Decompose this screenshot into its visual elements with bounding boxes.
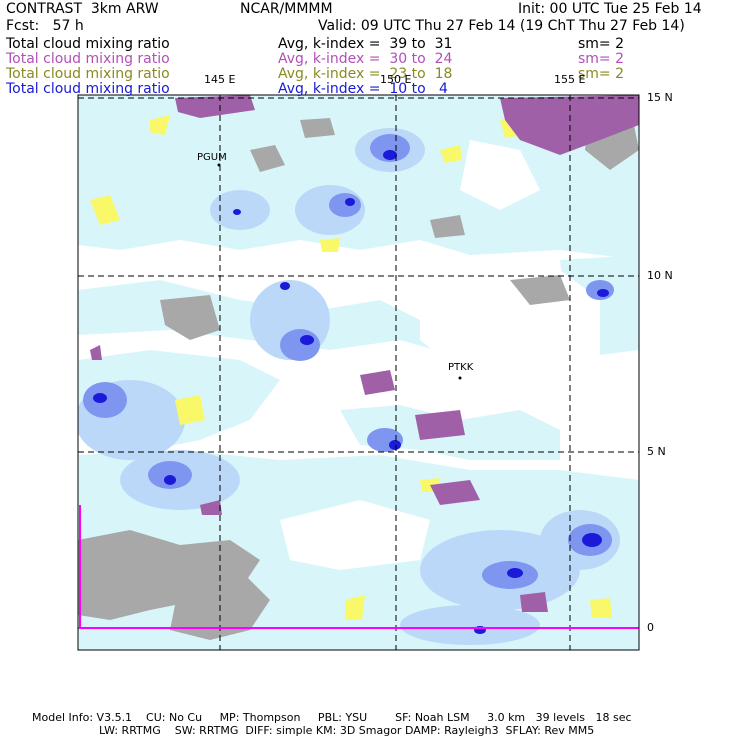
station-marker-ptkk [458, 376, 462, 380]
cloud-field [78, 95, 639, 650]
inner-domain-boundary [79, 505, 639, 629]
lat-label: 0 [647, 621, 654, 634]
lon-label: 155 E [554, 73, 586, 86]
map-frame [77, 94, 640, 651]
legend-range: Avg, k-index = 10 to 4 [278, 81, 448, 97]
legend-smooth: sm= 2 [578, 36, 625, 52]
legend-range: Avg, k-index = 30 to 24 [278, 51, 453, 67]
valid-time: Valid: 09 UTC Thu 27 Feb 14 (19 ChT Thu … [318, 18, 685, 34]
model-title: CONTRAST 3km ARW [6, 1, 159, 17]
lat-label: 15 N [647, 91, 673, 104]
org-label: NCAR/MMMM [240, 1, 333, 17]
legend-smooth: sm= 2 [578, 51, 625, 67]
lon-label: 145 E [204, 73, 236, 86]
lon-label: 150 E [380, 73, 412, 86]
deep-core-regions [93, 150, 609, 634]
legend-field: Total cloud mixing ratio [6, 51, 170, 67]
legend-range: Avg, k-index = 39 to 31 [278, 36, 453, 52]
station-marker-pgum [217, 163, 221, 167]
lat-label: 5 N [647, 445, 666, 458]
init-time: Init: 00 UTC Tue 25 Feb 14 [518, 1, 702, 17]
station-label-pgum: PGUM [197, 152, 227, 163]
forecast-hour: Fcst: 57 h [6, 18, 84, 34]
model-info-line-2: LW: RRTMG SW: RRTMG DIFF: simple KM: 3D … [99, 724, 595, 737]
station-label-ptkk: PTKK [448, 362, 474, 373]
legend-smooth: sm= 2 [578, 66, 625, 82]
legend-range: Avg, k-index = 23 to 18 [278, 66, 453, 82]
lat-label: 10 N [647, 269, 673, 282]
model-info-line-1: Model Info: V3.5.1 CU: No Cu MP: Thompso… [32, 711, 632, 724]
legend-field: Total cloud mixing ratio [6, 81, 170, 97]
legend-field: Total cloud mixing ratio [6, 36, 170, 52]
legend-field: Total cloud mixing ratio [6, 66, 170, 82]
